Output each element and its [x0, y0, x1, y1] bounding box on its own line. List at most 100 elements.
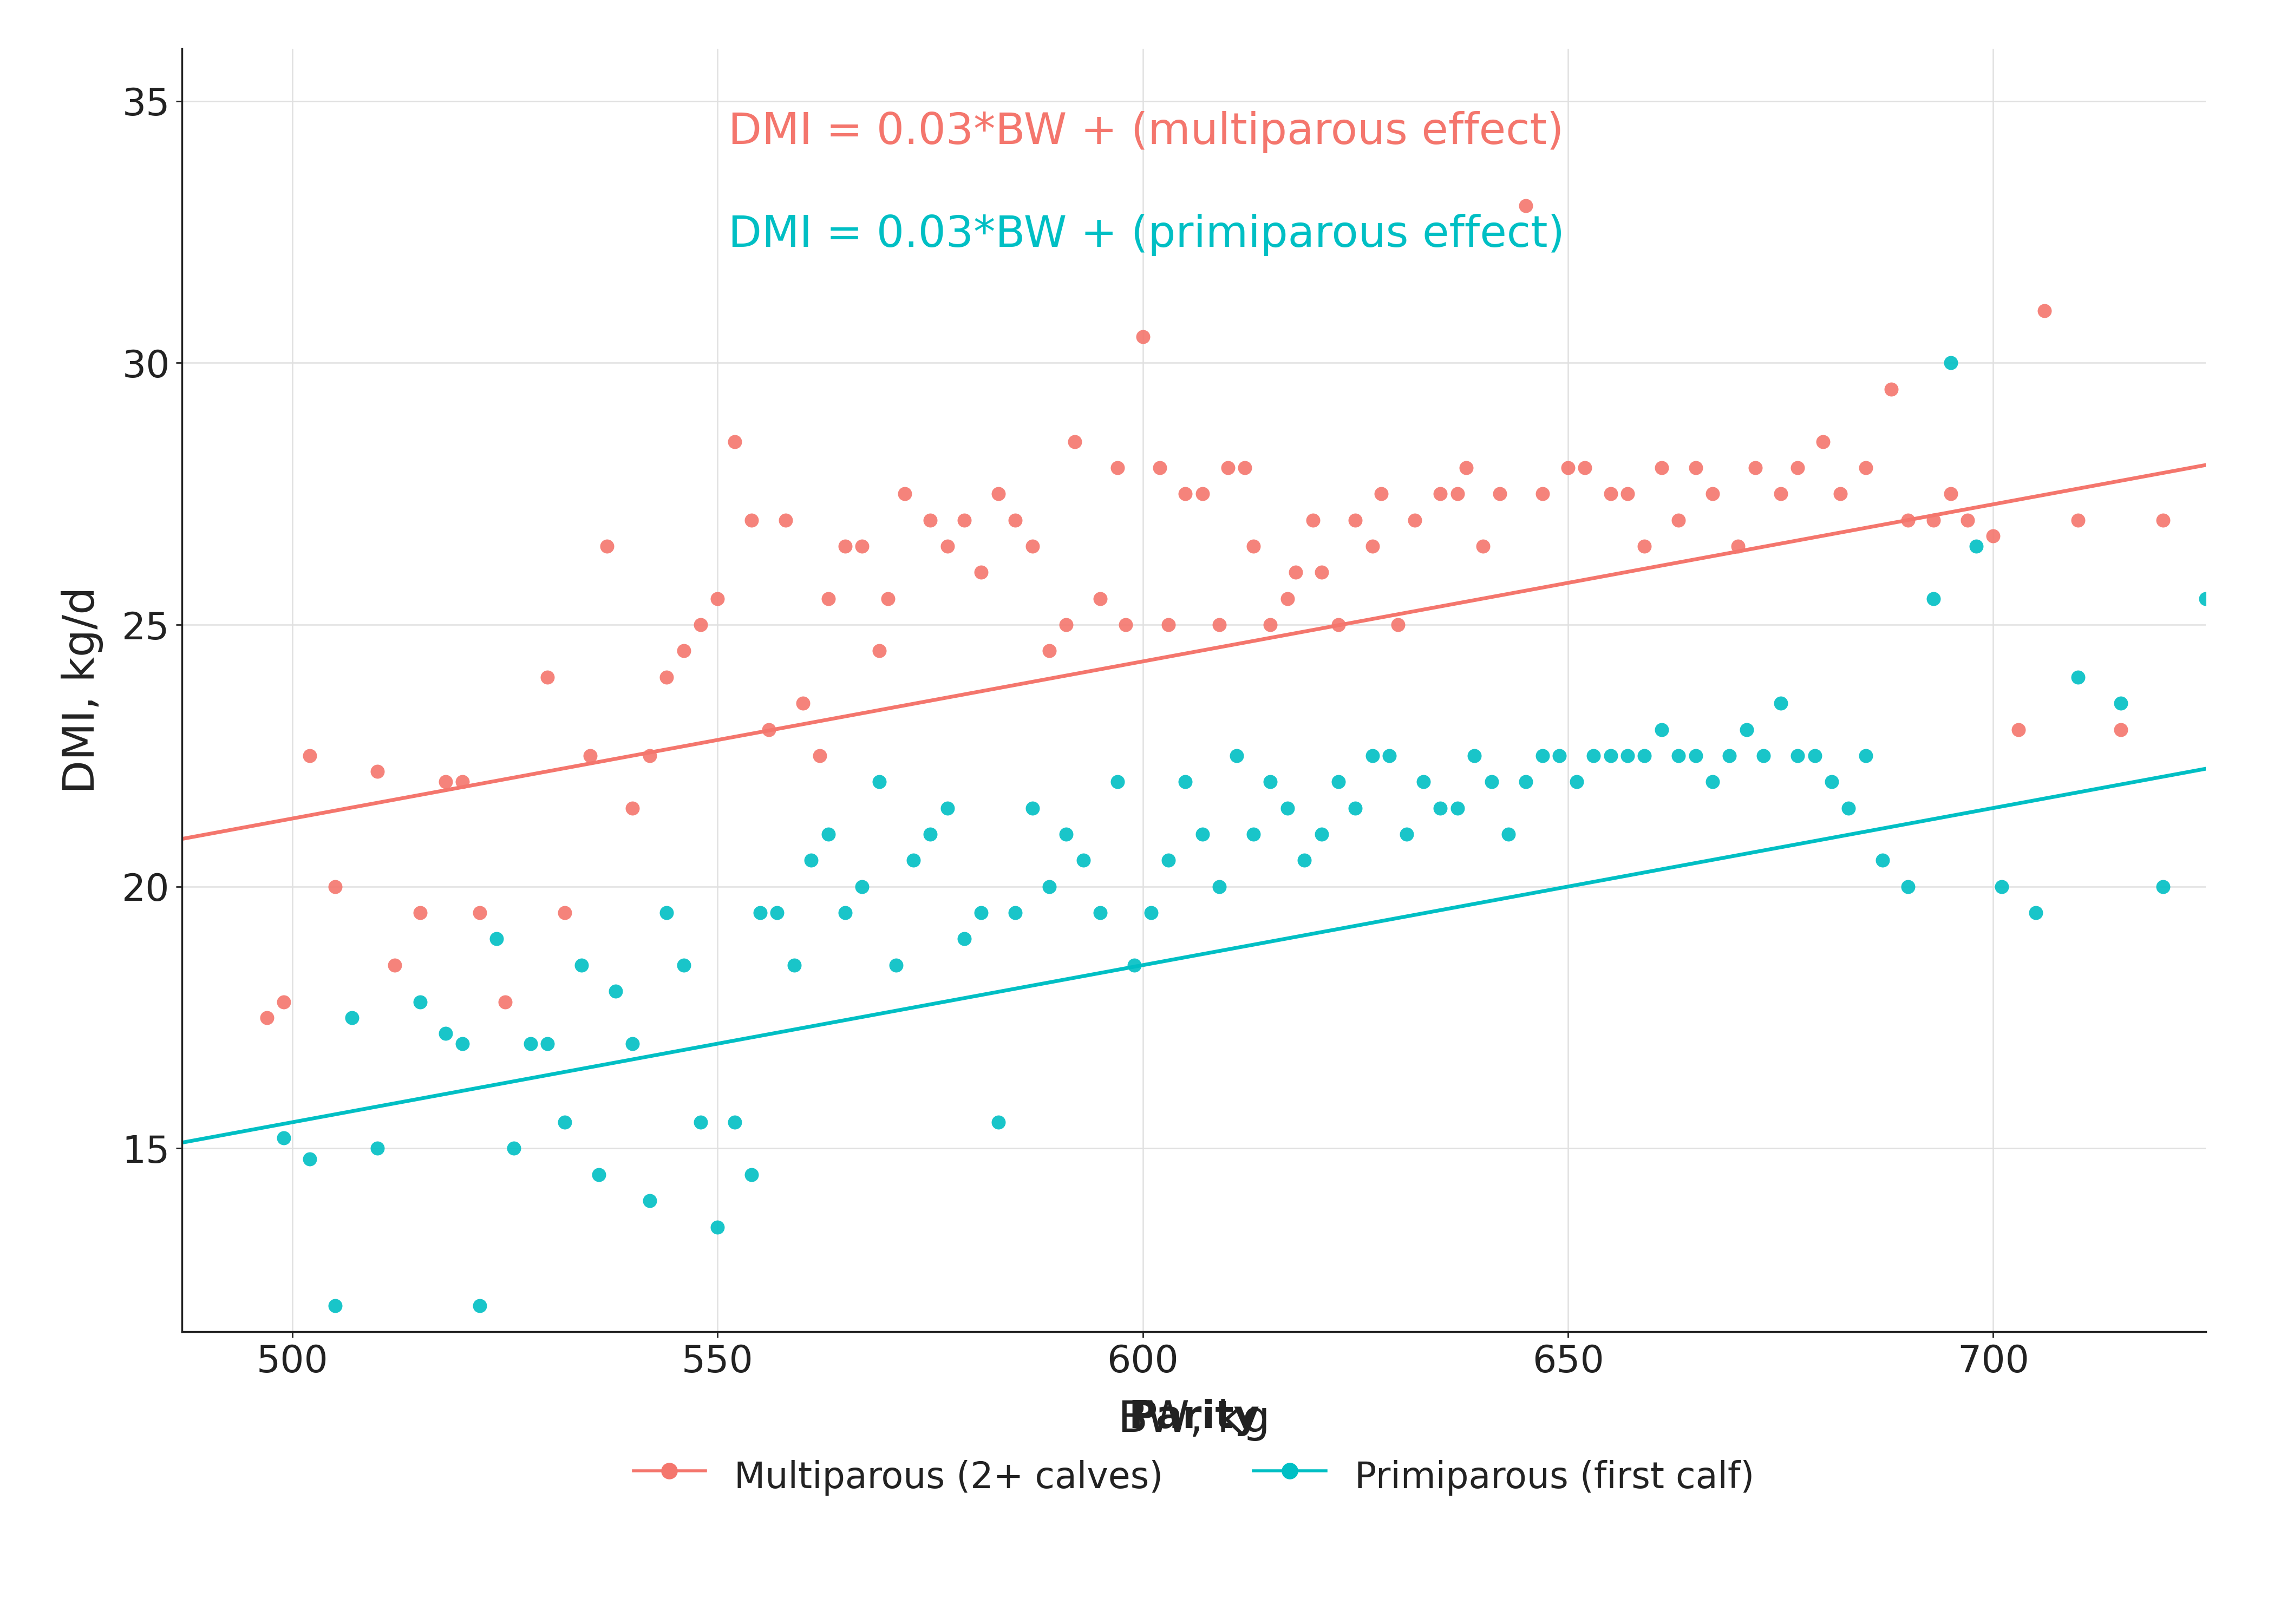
Point [2103, 690, 2140, 716]
Point [1762, 690, 1799, 716]
Point [1644, 716, 1680, 742]
Point [632, 1187, 669, 1213]
Point [443, 768, 480, 794]
Point [428, 1020, 464, 1046]
Point [828, 900, 864, 926]
Point [996, 507, 1032, 533]
Point [1253, 768, 1289, 794]
Point [1014, 533, 1051, 559]
Point [2144, 874, 2181, 900]
Point [666, 638, 703, 664]
Point [1508, 193, 1544, 219]
Point [1132, 900, 1169, 926]
Point [1524, 481, 1560, 507]
X-axis label: BW, kg: BW, kg [1119, 1398, 1269, 1440]
Point [1253, 612, 1289, 638]
Point [248, 1005, 284, 1031]
Point [1610, 742, 1646, 768]
Point [1269, 796, 1305, 822]
Point [1746, 742, 1783, 768]
Point [1235, 822, 1271, 848]
Point [1082, 586, 1119, 612]
Point [1201, 874, 1237, 900]
Point [589, 533, 625, 559]
Point [1098, 768, 1135, 794]
Point [1151, 848, 1187, 874]
Point [1210, 455, 1246, 481]
Point [530, 664, 566, 690]
Point [946, 507, 982, 533]
Point [1831, 796, 1867, 822]
Point [266, 1125, 302, 1151]
Point [735, 507, 771, 533]
Point [1421, 796, 1458, 822]
Point [785, 690, 821, 716]
Point [1405, 768, 1442, 794]
Point [2188, 586, 2224, 612]
Point [980, 1109, 1016, 1135]
Point [1371, 742, 1408, 768]
Point [1107, 612, 1144, 638]
Point [632, 742, 669, 768]
Point [1185, 481, 1221, 507]
Point [375, 952, 412, 978]
Point [666, 952, 703, 978]
Point [1082, 900, 1119, 926]
Point [443, 1031, 480, 1057]
Point [1524, 742, 1560, 768]
Point [1142, 455, 1178, 481]
Point [1933, 349, 1969, 375]
Point [462, 1293, 498, 1319]
Text: DMI = 0.03*BW + (multiparous effect): DMI = 0.03*BW + (multiparous effect) [728, 110, 1565, 153]
Point [1321, 768, 1358, 794]
Point [1592, 742, 1628, 768]
Point [869, 586, 905, 612]
Point [1287, 848, 1323, 874]
Point [580, 1161, 616, 1187]
Point [912, 822, 948, 848]
Point [1865, 848, 1901, 874]
Point [1694, 768, 1731, 794]
Point [750, 716, 787, 742]
Point [682, 1109, 719, 1135]
Point [1167, 768, 1203, 794]
Point [598, 978, 634, 1004]
Point [334, 1005, 371, 1031]
Point [1380, 612, 1417, 638]
Point [1806, 429, 1842, 455]
Point [912, 507, 948, 533]
Point [1983, 874, 2019, 900]
Point [614, 796, 650, 822]
Point [2017, 900, 2053, 926]
Point [614, 1031, 650, 1057]
Point [428, 768, 464, 794]
Point [487, 989, 523, 1015]
Point [716, 1109, 753, 1135]
Point [1812, 768, 1849, 794]
Point [1890, 507, 1926, 533]
Point [512, 1031, 548, 1057]
Point [1660, 507, 1696, 533]
Point [291, 1147, 327, 1173]
Point [1455, 742, 1492, 768]
Point [1294, 507, 1330, 533]
Point [2144, 507, 2181, 533]
Point [887, 481, 923, 507]
Point [1626, 742, 1662, 768]
Point [1489, 822, 1526, 848]
Point [1201, 612, 1237, 638]
Point [996, 900, 1032, 926]
Point [1048, 612, 1085, 638]
Point [478, 926, 514, 952]
Point [1185, 822, 1221, 848]
Point [1678, 742, 1715, 768]
Point [1421, 481, 1458, 507]
Point [1644, 455, 1680, 481]
Point [1915, 507, 1951, 533]
Point [1098, 455, 1135, 481]
Point [1321, 612, 1358, 638]
Point [1303, 822, 1339, 848]
Point [1933, 481, 1969, 507]
Point [862, 638, 898, 664]
Point [862, 768, 898, 794]
